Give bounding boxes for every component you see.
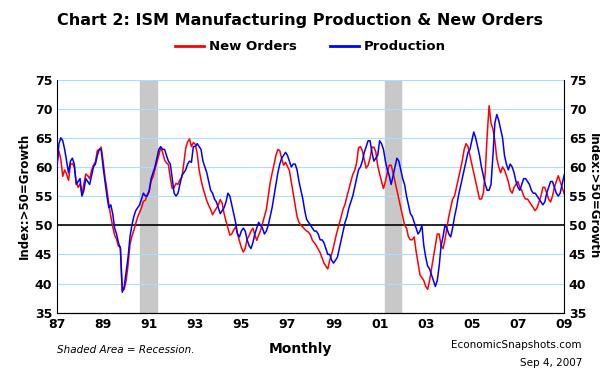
Y-axis label: Index:>50=Growth: Index:>50=Growth xyxy=(587,133,600,259)
Text: Chart 2: ISM Manufacturing Production & New Orders: Chart 2: ISM Manufacturing Production & … xyxy=(57,13,543,28)
Legend: New Orders, Production: New Orders, Production xyxy=(169,35,452,58)
Bar xyxy=(140,80,157,313)
Y-axis label: Index:>50=Growth: Index:>50=Growth xyxy=(17,133,31,259)
Text: Shaded Area = Recession.: Shaded Area = Recession. xyxy=(57,345,194,355)
Bar xyxy=(385,80,401,313)
Text: Monthly: Monthly xyxy=(268,342,332,356)
Text: EconomicSnapshots.com: EconomicSnapshots.com xyxy=(452,340,582,350)
Text: Sep 4, 2007: Sep 4, 2007 xyxy=(520,358,582,368)
